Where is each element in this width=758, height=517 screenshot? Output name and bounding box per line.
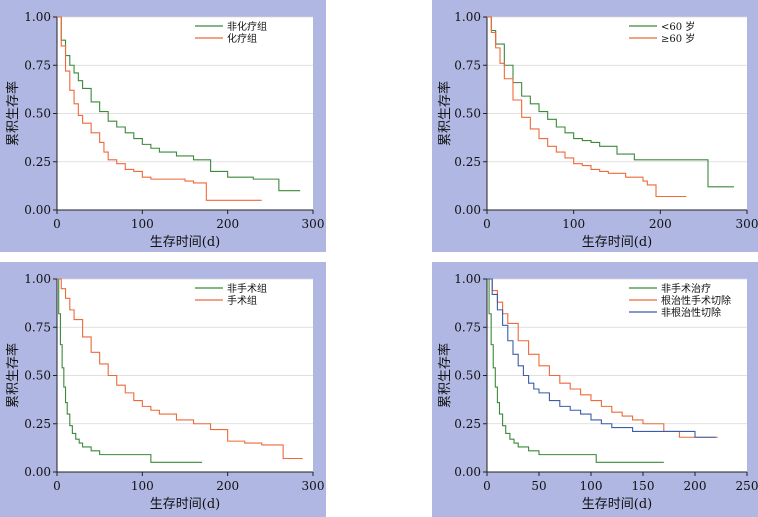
y-tick-label: 1.00 [454,10,481,24]
survival-curve-3 [487,278,716,438]
x-tick-label: 200 [216,479,239,493]
survival-curve-2 [487,278,718,438]
chart-panel-3: 0.00 0.25 0.50 0.75 1.00 0 100 200 300 生存时间(d) 累积生… [0,262,326,517]
y-tick-label: 0.25 [24,155,51,169]
legend-label: 化疗组 [227,32,257,45]
x-axis-label: 生存时间(d) [582,497,652,512]
y-axis-label: 累积生存率 [5,343,21,408]
x-tick-label: 150 [632,479,655,493]
y-axis-label: 累积生存率 [5,81,21,146]
y-axis-label: 累积生存率 [437,81,453,146]
y-tick-label: 0.25 [454,417,481,431]
x-tick-label: 300 [736,217,758,231]
x-axis-label: 生存时间(d) [150,235,220,250]
y-tick-label: 0.00 [454,203,481,217]
x-tick-label: 100 [562,217,585,231]
x-tick-label: 200 [216,217,239,231]
x-tick-label: 0 [53,217,61,231]
x-tick-label: 250 [736,479,758,493]
chart-panel-4: 0.00 0.25 0.50 0.75 1.00 0 50 100 150 200 250 生存时间(… [432,262,758,517]
legend-label: 非根治性切除 [661,306,721,319]
legend-label: 手术组 [227,294,257,307]
y-tick-label: 1.00 [24,10,51,24]
x-tick-label: 0 [483,217,491,231]
legend-label: 非手术组 [227,282,267,295]
x-tick-label: 300 [302,479,325,493]
x-tick-label: 100 [580,479,603,493]
survival-curve-2 [57,16,262,201]
y-tick-label: 0.00 [24,203,51,217]
survival-curve-2 [57,278,303,460]
x-tick-label: 0 [53,479,61,493]
y-tick-label: 0.75 [24,58,51,72]
x-axis-label: 生存时间(d) [582,235,652,250]
x-axis-label: 生存时间(d) [150,497,220,512]
y-tick-label: 0.25 [24,417,51,431]
chart-panel-1: 0.00 0.25 0.50 0.75 1.00 0 100 200 300 生存时间(d) 累积生… [0,0,326,252]
y-tick-label: 0.50 [24,369,51,383]
y-tick-label: 1.00 [454,272,481,286]
survival-curve-1 [487,278,664,463]
y-tick-label: 0.75 [454,320,481,334]
legend-label: 非手术治疗 [661,282,711,295]
x-tick-label: 100 [131,479,154,493]
x-tick-label: 100 [131,217,154,231]
legend-label: 非化疗组 [227,20,267,33]
y-axis-label: 累积生存率 [437,343,453,408]
y-tick-label: 0.00 [24,465,51,479]
x-tick-label: 200 [649,217,672,231]
x-tick-label: 200 [684,479,707,493]
y-tick-label: 0.00 [454,465,481,479]
legend-label: <60 岁 [661,20,695,33]
y-tick-label: 0.50 [454,107,481,121]
chart-panel-2: 0.00 0.25 0.50 0.75 1.00 0 100 200 300 生存时间(d) 累积生… [432,0,758,252]
survival-curve-2 [487,16,687,198]
survival-curve-1 [57,16,301,192]
y-tick-label: 0.75 [24,320,51,334]
legend-label: 根治性手术切除 [661,294,731,307]
y-tick-label: 0.75 [454,58,481,72]
y-tick-label: 0.50 [24,107,51,121]
legend-label: ≥60 岁 [661,32,695,45]
survival-curve-1 [57,278,203,463]
x-tick-label: 300 [302,217,325,231]
y-tick-label: 0.50 [454,369,481,383]
x-tick-label: 50 [531,479,546,493]
x-tick-label: 0 [483,479,491,493]
y-tick-label: 0.25 [454,155,481,169]
survival-curve-1 [487,16,734,188]
y-tick-label: 1.00 [24,272,51,286]
